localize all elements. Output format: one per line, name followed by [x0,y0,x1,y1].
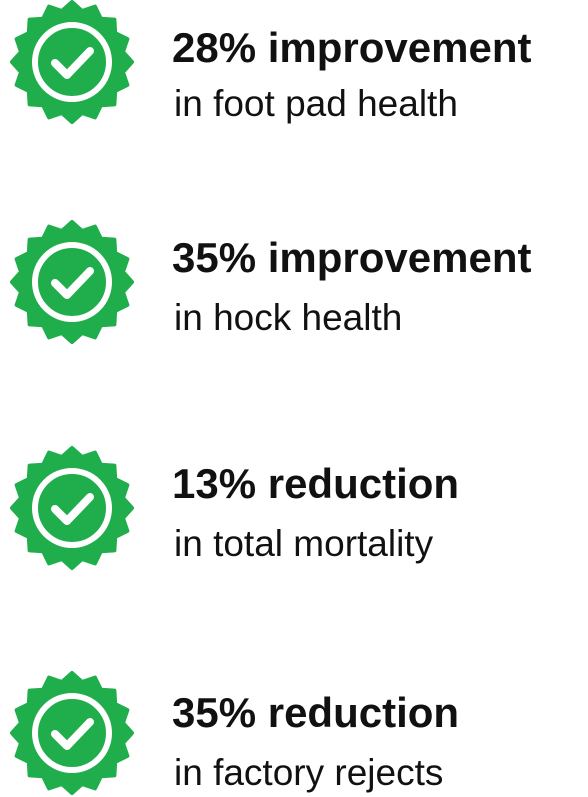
headline: 28% improvement [172,24,531,71]
check-icon [51,267,94,299]
check-icon [51,493,94,525]
headline: 13% reduction [172,460,459,507]
badge-ring [32,242,112,322]
headline: 35% reduction [172,689,459,736]
detail: in hock health [174,297,402,338]
badge [10,220,134,344]
detail: in factory rejects [174,752,443,793]
item: 35% reduction in factory rejects [10,671,459,795]
badge-ring [32,22,112,102]
detail: in total mortality [174,523,434,564]
detail: in foot pad health [174,83,458,124]
badge-ring [32,468,112,548]
headline: 35% improvement [172,234,531,281]
item: 28% improvement in foot pad health [10,0,531,124]
badge-ring [32,693,112,773]
badge [10,446,134,570]
item: 13% reduction in total mortality [10,446,459,570]
item: 35% improvement in hock health [10,220,531,344]
badge [10,0,134,124]
badge [10,671,134,795]
check-icon [51,47,94,79]
check-icon [51,718,94,750]
